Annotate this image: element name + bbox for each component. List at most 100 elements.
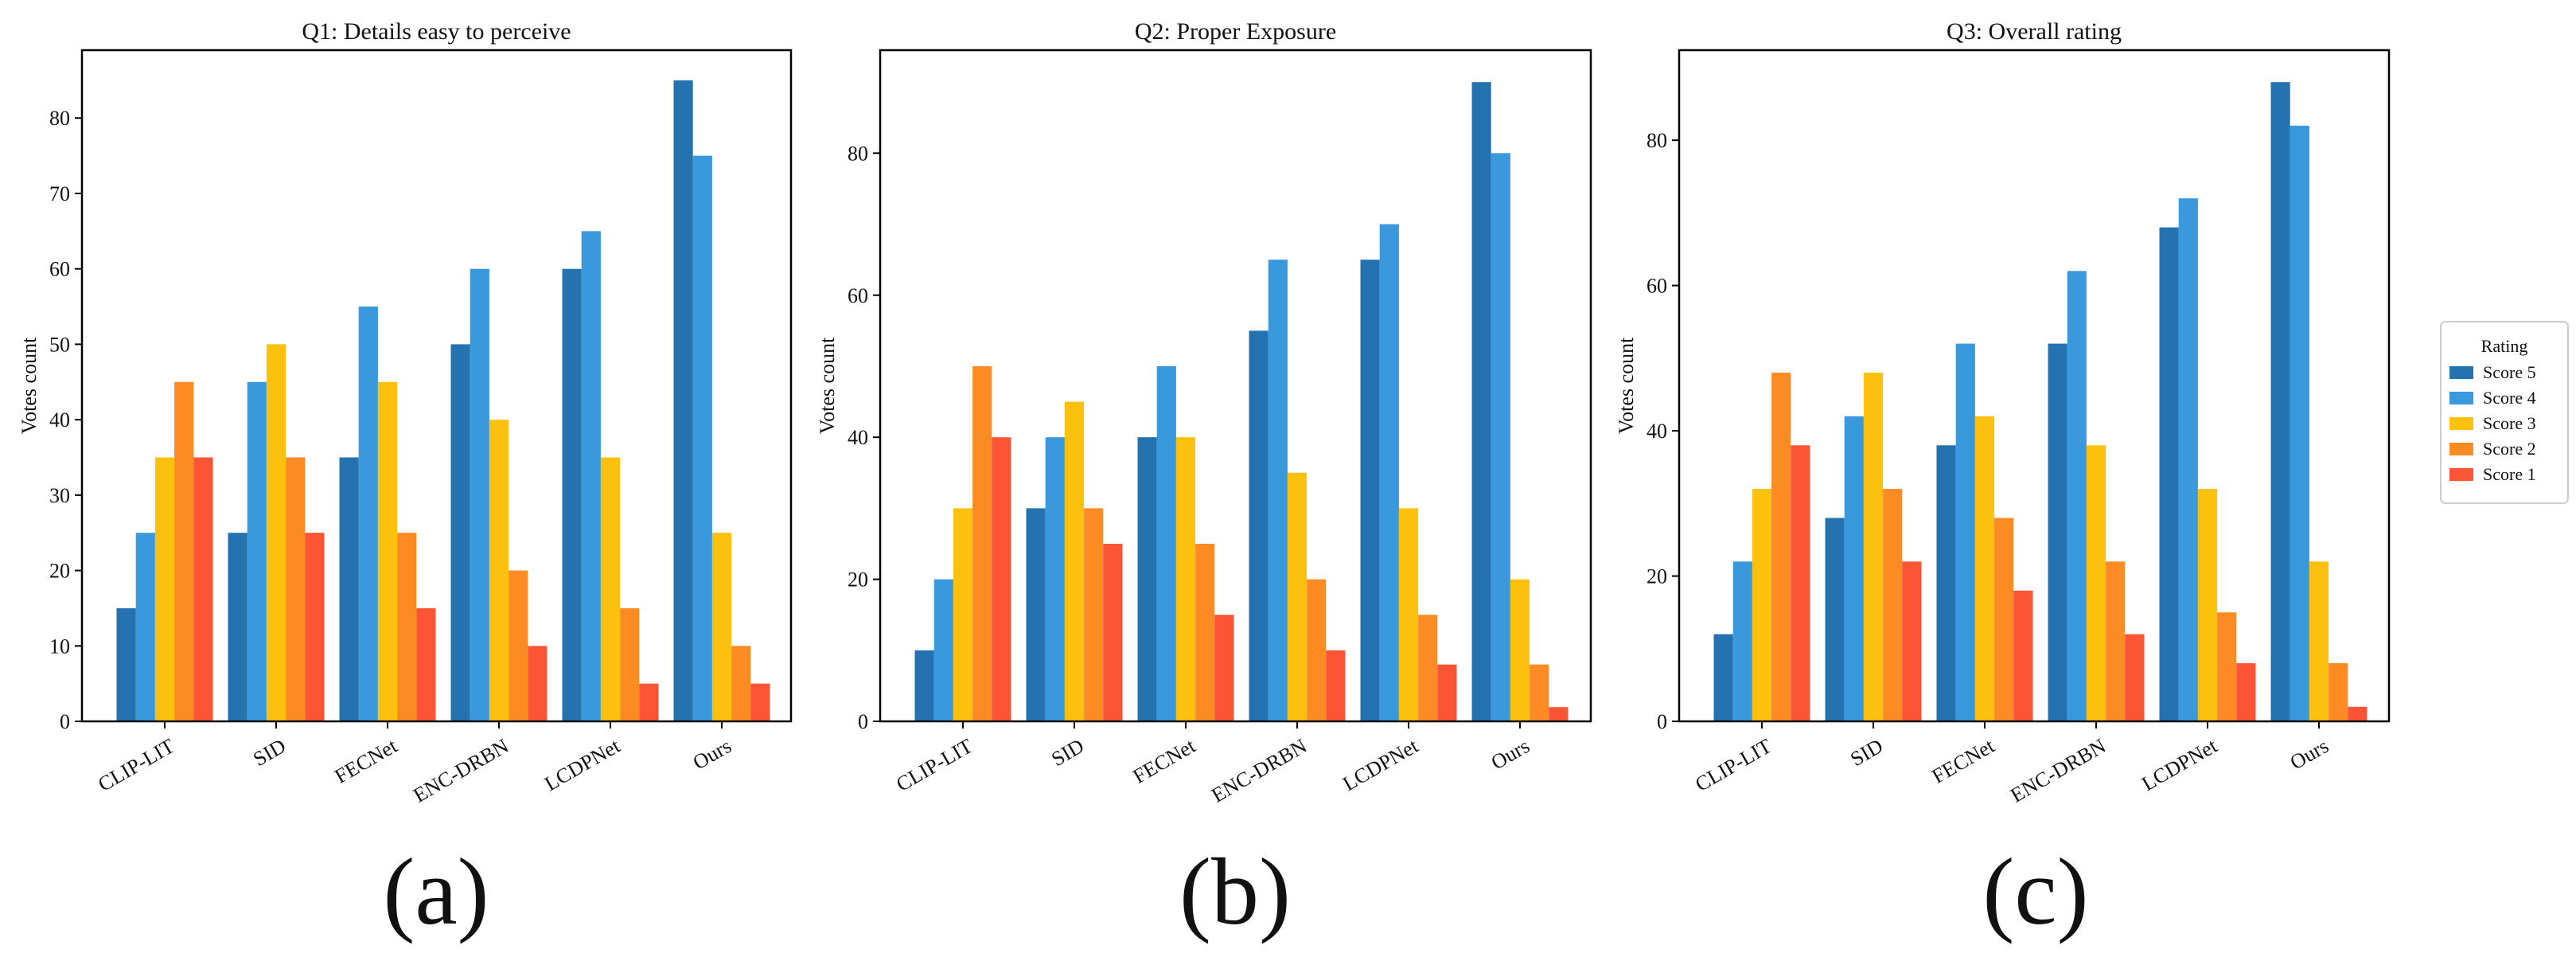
y-tick-label: 20 [49, 560, 70, 583]
y-tick-label: 80 [49, 107, 70, 130]
bar-score-2-ours [731, 646, 751, 721]
bar-score-2-enc-drbn [509, 570, 528, 721]
y-tick-label: 60 [848, 284, 868, 307]
bar-score-1-lcdpnet [1437, 664, 1457, 721]
x-tick-label: ENC-DRBN [409, 734, 512, 807]
bar-score-4-fecnet [1955, 343, 1975, 721]
panel-label-a: (a) [383, 838, 489, 944]
legend-entry-score-2: Score 2 [2483, 439, 2536, 459]
bar-score-5-lcdpnet [562, 268, 582, 721]
bar-score-1-sid [305, 533, 325, 721]
y-tick-label: 40 [848, 426, 868, 449]
bar-score-5-enc-drbn [2048, 343, 2067, 721]
bar-score-1-fecnet [1214, 615, 1234, 721]
bar-score-4-enc-drbn [470, 268, 489, 721]
bar-score-4-fecnet [1156, 365, 1176, 721]
bar-score-1-fecnet [2013, 590, 2033, 721]
y-tick-label: 20 [1647, 565, 1667, 588]
bar-score-1-sid [1902, 561, 1922, 721]
bar-score-4-fecnet [358, 307, 378, 721]
bar-score-3-sid [1863, 373, 1884, 721]
bar-score-5-sid [1026, 508, 1046, 721]
x-tick-label: LCDPNet [2138, 734, 2221, 796]
bar-score-1-sid [1103, 543, 1123, 721]
bar-score-5-clip-lit [1713, 634, 1733, 721]
bar-score-1-clip-lit [193, 457, 213, 721]
bar-score-4-lcdpnet [2178, 198, 2198, 721]
bar-score-2-clip-lit [972, 365, 992, 721]
bar-score-4-lcdpnet [581, 231, 601, 722]
bar-score-3-lcdpnet [2197, 489, 2218, 721]
bar-score-5-fecnet [1936, 445, 1956, 721]
bar-score-3-enc-drbn [2086, 445, 2106, 721]
y-tick-label: 60 [1647, 275, 1667, 298]
bar-score-2-enc-drbn [2106, 561, 2126, 721]
bar-score-3-enc-drbn [1287, 472, 1307, 721]
bar-score-5-fecnet [339, 457, 359, 721]
bar-score-4-clip-lit [933, 579, 953, 721]
bar-score-2-fecnet [397, 533, 417, 721]
bar-score-5-fecnet [1137, 437, 1157, 721]
x-tick-label: ENC-DRBN [1207, 734, 1311, 807]
bar-score-3-ours [711, 533, 732, 721]
y-axis-label: Votes count [816, 337, 839, 434]
bar-score-1-clip-lit [992, 437, 1011, 721]
bar-score-4-sid [1045, 437, 1065, 721]
bar-score-3-clip-lit [1752, 489, 1772, 721]
x-tick-label: CLIP-LIT [94, 734, 178, 796]
x-tick-label: CLIP-LIT [1691, 734, 1775, 796]
chart-q3: Q3: Overall rating Votes count 0 20 40 60 80 CL… [1615, 18, 2391, 807]
bar-score-4-lcdpnet [1379, 224, 1399, 721]
bar-score-2-fecnet [1994, 518, 2014, 721]
legend-entry-score-5: Score 5 [2483, 362, 2536, 382]
plot-frame [1678, 49, 2391, 723]
legend-swatch-score-5 [2449, 366, 2473, 379]
x-tick-label: FECNet [1928, 734, 1999, 788]
chart-title: Q1: Details easy to perceive [302, 18, 571, 45]
bar-score-3-enc-drbn [489, 420, 509, 721]
chart-q2: Q2: Proper Exposure Votes count 0 20 40 60 80 C… [816, 18, 1592, 807]
bar-score-1-enc-drbn [1326, 650, 1346, 721]
legend-swatch-score-1 [2449, 468, 2473, 481]
bar-score-2-lcdpnet [620, 607, 640, 721]
x-tick-label: LCDPNet [1339, 734, 1422, 796]
plot-frame [80, 49, 793, 723]
bar-score-2-clip-lit [1771, 373, 1791, 721]
y-tick-label: 60 [49, 258, 70, 281]
chart-title: Q3: Overall rating [1947, 18, 2122, 45]
legend-entry-score-3: Score 3 [2483, 413, 2536, 433]
y-tick-label: 10 [49, 635, 70, 658]
y-tick-label: 0 [858, 710, 868, 733]
legend-entry-score-1: Score 1 [2483, 464, 2536, 484]
bar-score-1-ours [1549, 707, 1569, 721]
bar-score-3-lcdpnet [600, 457, 621, 721]
bar-score-1-lcdpnet [639, 683, 659, 721]
bar-score-5-clip-lit [116, 607, 136, 721]
panel-label-b: (b) [1179, 838, 1291, 944]
x-tick-label: Ours [689, 734, 735, 774]
bar-score-3-clip-lit [154, 457, 175, 721]
bar-score-1-lcdpnet [2236, 663, 2256, 721]
y-tick-label: 0 [1657, 710, 1667, 733]
bar-score-4-ours [692, 155, 712, 722]
bar-score-5-sid [1825, 518, 1845, 721]
x-tick-label: ENC-DRBN [2006, 734, 2110, 807]
bar-score-1-fecnet [416, 607, 436, 721]
legend: Rating Score 5 Score 4 Score 3 Score 2 Score… [2440, 321, 2569, 504]
bar-score-3-fecnet [377, 381, 398, 721]
bar-score-5-enc-drbn [450, 344, 470, 721]
bar-score-4-enc-drbn [2067, 271, 2087, 722]
y-tick-label: 80 [1647, 129, 1667, 152]
bar-score-4-ours [1491, 153, 1510, 722]
y-axis-label: Votes count [18, 337, 41, 434]
x-tick-label: FECNet [331, 734, 402, 788]
bar-score-3-sid [266, 344, 286, 721]
bar-score-5-ours [1471, 82, 1491, 721]
bar-score-3-sid [1064, 401, 1085, 721]
chart-q1: Q1: Details easy to perceive Votes count 0… [18, 18, 793, 807]
x-tick-label: SID [1846, 734, 1887, 771]
y-tick-label: 20 [848, 568, 868, 592]
x-tick-label: CLIP-LIT [892, 734, 976, 796]
legend-swatch-score-2 [2449, 443, 2473, 455]
